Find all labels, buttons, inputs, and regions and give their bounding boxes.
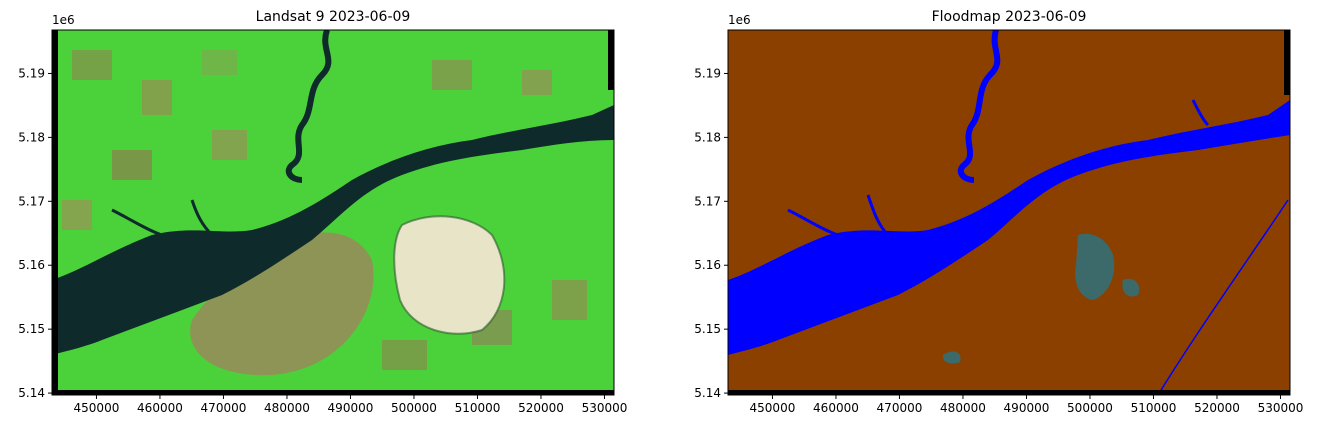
- y-tick-label: 5.19: [18, 66, 45, 80]
- x-tick-label: 530000: [582, 401, 628, 415]
- x-tick-label: 520000: [1194, 401, 1240, 415]
- x-tick-label: 480000: [264, 401, 310, 415]
- y-tick-label: 5.15: [18, 322, 45, 336]
- y-tick-label: 5.17: [694, 194, 721, 208]
- x-tick-label: 460000: [813, 401, 859, 415]
- floodmap-ticks: 450000 460000 470000 480000 490000 500000 5100…: [694, 66, 1303, 415]
- x-tick-label: 490000: [328, 401, 374, 415]
- landsat-image: [52, 30, 614, 395]
- y-tick-label: 5.16: [18, 258, 45, 272]
- x-tick-label: 510000: [1131, 401, 1177, 415]
- y-tick-label: 5.18: [694, 130, 721, 144]
- x-tick-label: 500000: [1067, 401, 1113, 415]
- landsat-y-offset-label: 1e6: [52, 13, 75, 27]
- x-tick-label: 450000: [74, 401, 120, 415]
- y-tick-label: 5.14: [18, 386, 45, 400]
- x-tick-label: 460000: [137, 401, 183, 415]
- landsat-panel: Landsat 9 2023-06-09 1e6: [18, 9, 627, 415]
- x-tick-label: 490000: [1004, 401, 1050, 415]
- x-tick-label: 500000: [391, 401, 437, 415]
- x-tick-label: 520000: [518, 401, 564, 415]
- x-tick-label: 530000: [1258, 401, 1304, 415]
- floodmap-panel: Floodmap 2023-06-09 1e6 450000 460000 47: [694, 9, 1303, 415]
- floodmap-y-offset-label: 1e6: [728, 13, 751, 27]
- y-tick-label: 5.18: [18, 130, 45, 144]
- landsat-title: Landsat 9 2023-06-09: [256, 9, 411, 25]
- x-tick-label: 450000: [750, 401, 796, 415]
- floodmap-image: [728, 30, 1290, 395]
- x-tick-label: 480000: [940, 401, 986, 415]
- y-tick-label: 5.14: [694, 386, 721, 400]
- y-tick-label: 5.17: [18, 194, 45, 208]
- y-tick-label: 5.16: [694, 258, 721, 272]
- x-tick-label: 470000: [877, 401, 923, 415]
- x-tick-label: 510000: [455, 401, 501, 415]
- x-tick-label: 470000: [201, 401, 247, 415]
- landsat-axes-frame: [51, 29, 615, 396]
- y-tick-label: 5.15: [694, 322, 721, 336]
- y-tick-label: 5.19: [694, 66, 721, 80]
- floodmap-axes-frame: [727, 29, 1291, 396]
- landsat-ticks: 450000 460000 470000 480000 490000 500000 5100…: [18, 66, 627, 415]
- floodmap-title: Floodmap 2023-06-09: [932, 9, 1087, 25]
